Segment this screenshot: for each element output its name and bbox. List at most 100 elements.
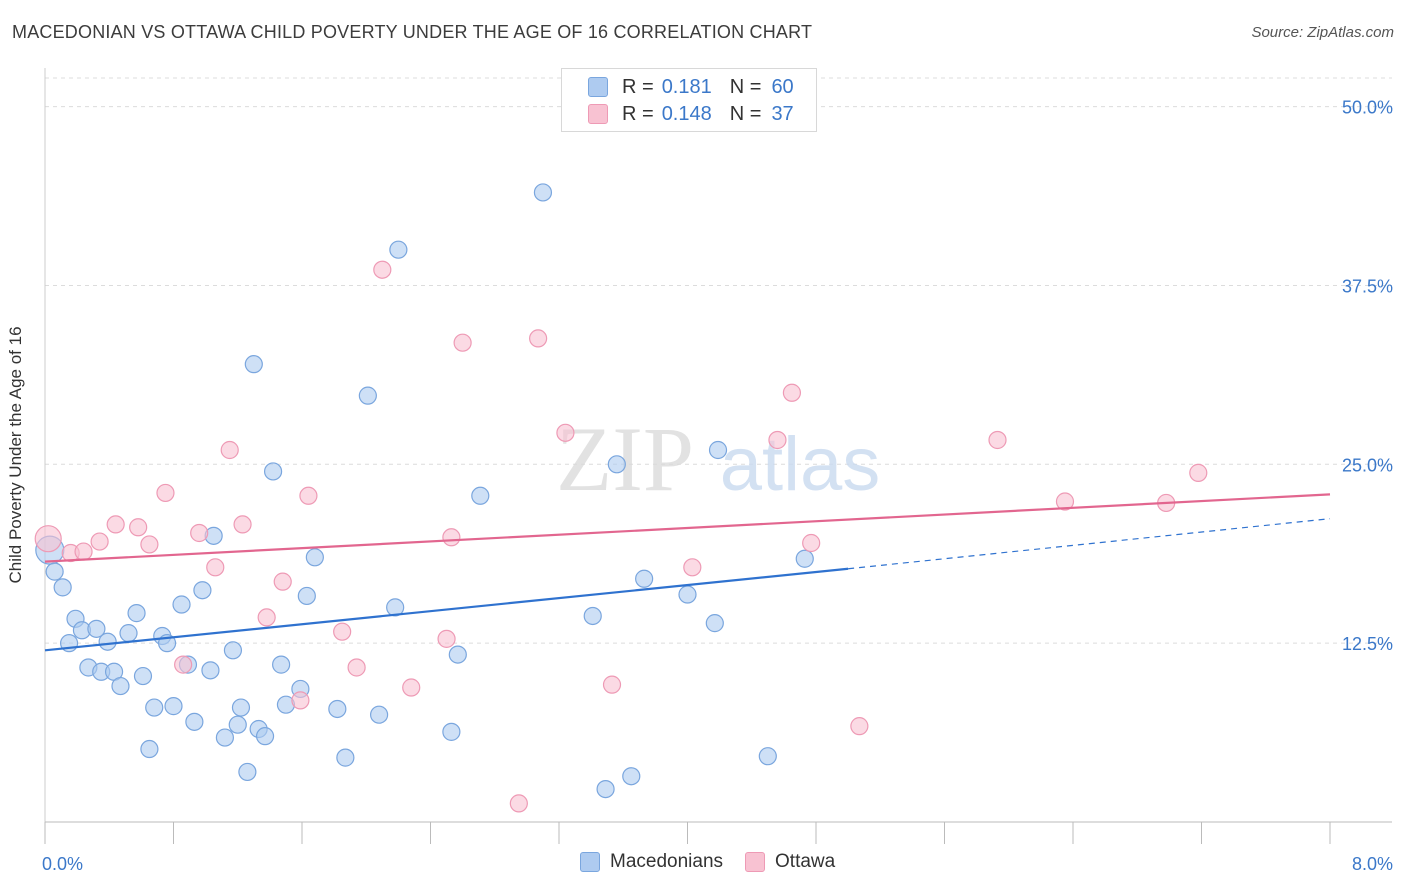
macedonians-point (53, 578, 72, 597)
legend-n-label: N = (729, 75, 762, 98)
ottawa-point (556, 423, 575, 442)
ottawa-point (106, 515, 125, 534)
ottawa-point (257, 608, 276, 627)
macedonians-point (45, 562, 64, 581)
axis-layer (44, 68, 1392, 844)
ottawa-point (437, 629, 456, 648)
ottawa-point (347, 658, 366, 677)
macedonians-point (172, 595, 191, 614)
y-tick-label: 25.0% (1342, 455, 1393, 475)
y-tick-label: 12.5% (1342, 634, 1393, 654)
macedonians-point (336, 748, 355, 767)
ottawa-point (273, 572, 292, 591)
ottawa-point (140, 535, 159, 554)
ottawa-point (129, 518, 148, 537)
macedonians-point (389, 240, 408, 259)
ottawa-point (402, 678, 421, 697)
watermark-zip: ZIP (556, 408, 694, 510)
macedonians-point (471, 486, 490, 505)
ottawa-point (333, 622, 352, 641)
macedonians-point (140, 739, 159, 759)
macedonians-point (635, 569, 654, 588)
ottawa-point (850, 717, 869, 736)
macedonians-point (164, 697, 183, 716)
ottawa-point (529, 329, 548, 348)
macedonians-point (119, 624, 138, 643)
y-axis-label: Child Poverty Under the Age of 16 (6, 326, 25, 584)
series-legend-ottawa: Ottawa (745, 851, 835, 873)
macedonians-point (133, 666, 153, 686)
macedonians-point (442, 722, 461, 741)
macedonians-point (622, 767, 641, 786)
trendline-layer (44, 493, 1331, 652)
x-tick-label: 0.0% (42, 854, 83, 874)
macedonians-point (386, 598, 405, 617)
ottawa-point (233, 515, 252, 534)
macedonians-point (297, 586, 316, 606)
ottawa-point (174, 655, 193, 674)
series-swatch-blue (580, 852, 600, 872)
ottawa-point (1189, 463, 1208, 482)
macedonians-point (678, 585, 697, 604)
ottawa-point (683, 558, 702, 577)
source-credit: Source: ZipAtlas.com (1251, 24, 1394, 41)
ottawa-point (988, 430, 1007, 450)
macedonians-point (607, 455, 626, 474)
ottawa-point (156, 483, 175, 503)
ottawa-point (220, 440, 239, 460)
x-tick-label: 8.0% (1352, 854, 1393, 874)
macedonians-trendline-extension (848, 518, 1331, 570)
macedonians-point (111, 676, 130, 696)
legend-n-value: 60 (771, 75, 794, 98)
macedonians-point (87, 619, 106, 638)
ottawa-point (782, 383, 802, 402)
macedonians-point (708, 440, 728, 460)
macedonians-point (231, 698, 251, 717)
macedonians-point (705, 614, 724, 633)
ottawa-point (768, 430, 787, 450)
legend-r-label: R = (622, 102, 654, 125)
macedonians-point (795, 549, 814, 568)
macedonians-point (201, 661, 220, 680)
macedonians-point (583, 606, 602, 626)
watermark: ZIP atlas (556, 408, 880, 510)
ottawa-point (90, 532, 109, 551)
points-layer (34, 183, 1208, 813)
ottawa-point (299, 486, 318, 505)
macedonians-point (272, 655, 291, 674)
legend-row-macedonians: R = 0.181 N = 60 (588, 74, 794, 100)
correlation-legend: R = 0.181 N = 60 R = 0.148 N = 37 (561, 68, 817, 132)
ottawa-point (1055, 492, 1075, 511)
macedonians-point (244, 355, 263, 374)
legend-row-ottawa: R = 0.148 N = 37 (588, 101, 794, 127)
ottawa-point (190, 523, 209, 543)
ottawa-point (453, 333, 472, 352)
macedonians-point (358, 386, 377, 405)
legend-swatch-pink (588, 104, 608, 124)
series-label: Macedonians (610, 851, 724, 872)
macedonians-point (98, 632, 117, 651)
y-tick-label: 50.0% (1342, 98, 1393, 118)
macedonians-point (255, 727, 275, 746)
ottawa-point (509, 794, 528, 813)
macedonians-point (263, 462, 283, 481)
legend-n-label: N = (729, 102, 762, 125)
ottawa-trendline (44, 493, 1331, 563)
ottawa-point (442, 528, 461, 547)
macedonians-point (533, 183, 553, 202)
macedonians-point (127, 604, 146, 623)
ottawa-point (74, 542, 93, 561)
y-tick-label: 37.5% (1342, 276, 1393, 296)
ottawa-point (373, 260, 392, 279)
macedonians-point (448, 645, 467, 664)
series-swatch-pink (745, 852, 766, 872)
macedonians-point (328, 699, 347, 719)
macedonians-trendline (44, 567, 849, 652)
tick-label-layer: 12.5% 25.0% 37.5% 50.0% 0.0% 8.0% (42, 98, 1393, 874)
series-legend: Macedonians Ottawa (580, 851, 857, 873)
macedonians-point (370, 705, 389, 724)
macedonians-point (215, 728, 234, 747)
watermark-atlas: atlas (720, 422, 881, 507)
ottawa-point (291, 691, 310, 710)
